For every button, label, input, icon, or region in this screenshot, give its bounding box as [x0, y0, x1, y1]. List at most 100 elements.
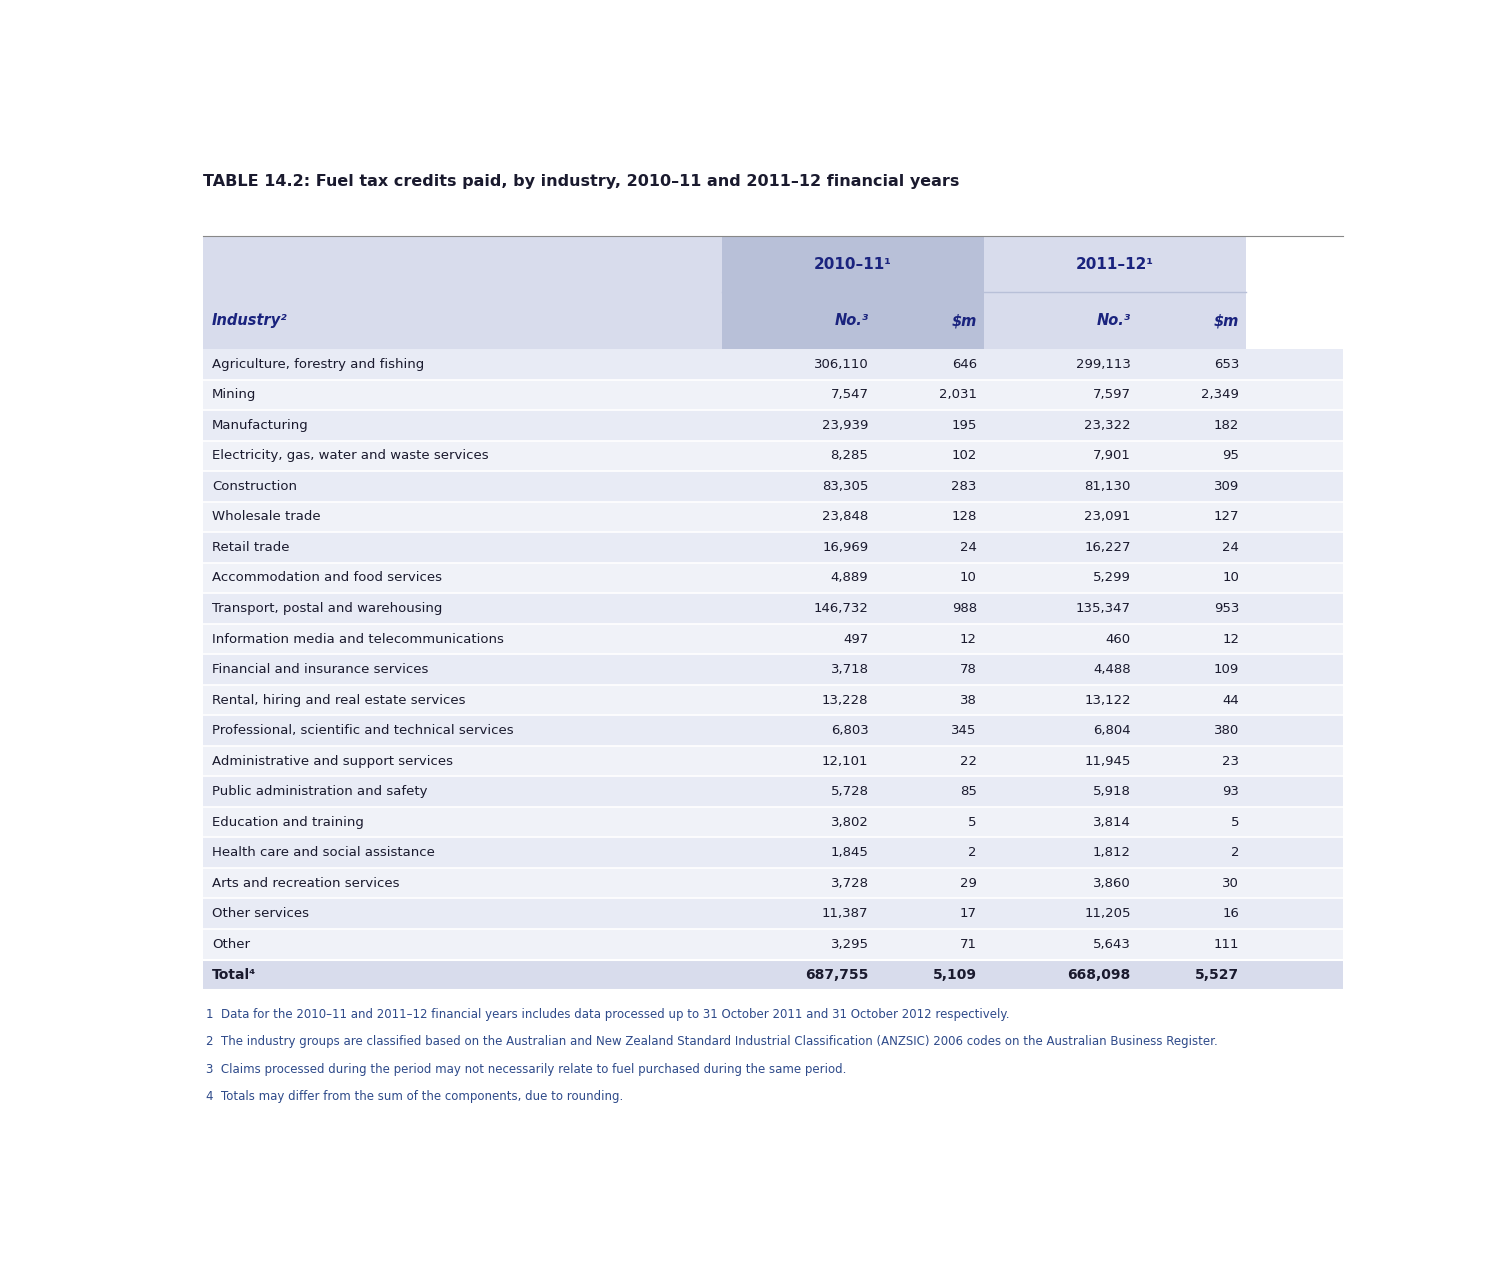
- Text: 127: 127: [1214, 510, 1240, 523]
- Text: TABLE 14.2: Fuel tax credits paid, by industry, 2010–11 and 2011–12 financial ye: TABLE 14.2: Fuel tax credits paid, by in…: [202, 174, 959, 190]
- Text: 11,945: 11,945: [1084, 754, 1131, 767]
- Text: Financial and insurance services: Financial and insurance services: [211, 663, 428, 675]
- Text: 13,228: 13,228: [822, 693, 869, 706]
- Text: 16,969: 16,969: [822, 541, 869, 553]
- Text: 988: 988: [952, 602, 977, 614]
- Text: 146,732: 146,732: [814, 602, 869, 614]
- Text: 23,939: 23,939: [822, 418, 869, 431]
- Text: 71: 71: [961, 937, 977, 950]
- Text: 4,889: 4,889: [831, 571, 869, 584]
- Text: 22: 22: [961, 754, 977, 767]
- Text: 78: 78: [961, 663, 977, 675]
- Bar: [202, 623, 1344, 654]
- Text: Public administration and safety: Public administration and safety: [211, 785, 427, 798]
- Text: 5,643: 5,643: [1093, 937, 1131, 950]
- Text: No.³: No.³: [834, 313, 869, 328]
- Text: 299,113: 299,113: [1077, 357, 1131, 370]
- Text: 4,488: 4,488: [1093, 663, 1131, 675]
- Text: 3,718: 3,718: [831, 663, 869, 675]
- Bar: [202, 776, 1344, 806]
- Text: 38: 38: [961, 693, 977, 706]
- Text: 6,803: 6,803: [831, 724, 869, 736]
- Text: 17: 17: [961, 907, 977, 920]
- Bar: [202, 235, 721, 349]
- Text: 3,802: 3,802: [831, 815, 869, 828]
- Text: 3,860: 3,860: [1093, 876, 1131, 889]
- Text: 7,597: 7,597: [1093, 388, 1131, 401]
- Bar: [202, 532, 1344, 562]
- Text: 85: 85: [961, 785, 977, 798]
- Text: 111: 111: [1214, 937, 1240, 950]
- Text: Health care and social assistance: Health care and social assistance: [211, 846, 434, 859]
- Text: 380: 380: [1214, 724, 1240, 736]
- Text: Transport, postal and warehousing: Transport, postal and warehousing: [211, 602, 442, 614]
- Text: Retail trade: Retail trade: [211, 541, 290, 553]
- Text: 12,101: 12,101: [822, 754, 869, 767]
- Text: 11,387: 11,387: [822, 907, 869, 920]
- Text: 5: 5: [1231, 815, 1240, 828]
- Text: 2: 2: [1231, 846, 1240, 859]
- Text: 5,527: 5,527: [1194, 968, 1240, 982]
- Text: Administrative and support services: Administrative and support services: [211, 754, 452, 767]
- Text: 11,205: 11,205: [1084, 907, 1131, 920]
- Text: 23,848: 23,848: [822, 510, 869, 523]
- Text: 668,098: 668,098: [1068, 968, 1131, 982]
- Text: 13,122: 13,122: [1084, 693, 1131, 706]
- Text: 2: 2: [968, 846, 977, 859]
- Text: Other services: Other services: [211, 907, 309, 920]
- Bar: [202, 715, 1344, 745]
- Text: 687,755: 687,755: [805, 968, 869, 982]
- Text: 24: 24: [961, 541, 977, 553]
- Text: 81,130: 81,130: [1084, 480, 1131, 492]
- Bar: [202, 349, 1344, 379]
- Bar: [983, 235, 1246, 349]
- Text: Agriculture, forestry and fishing: Agriculture, forestry and fishing: [211, 357, 424, 370]
- Text: 182: 182: [1214, 418, 1240, 431]
- Text: 5,918: 5,918: [1093, 785, 1131, 798]
- Text: 2,031: 2,031: [939, 388, 977, 401]
- Text: 460: 460: [1105, 632, 1131, 645]
- Text: 10: 10: [961, 571, 977, 584]
- Text: 345: 345: [952, 724, 977, 736]
- Text: 309: 309: [1214, 480, 1240, 492]
- Text: 135,347: 135,347: [1075, 602, 1131, 614]
- Text: Total⁴: Total⁴: [211, 968, 256, 982]
- Text: 16: 16: [1223, 907, 1240, 920]
- Text: 497: 497: [843, 632, 869, 645]
- Text: Professional, scientific and technical services: Professional, scientific and technical s…: [211, 724, 514, 736]
- Bar: [202, 593, 1344, 623]
- Bar: [202, 562, 1344, 593]
- Text: Education and training: Education and training: [211, 815, 363, 828]
- Text: 1  Data for the 2010–11 and 2011–12 financial years includes data processed up t: 1 Data for the 2010–11 and 2011–12 finan…: [207, 1007, 1009, 1020]
- Bar: [202, 471, 1344, 501]
- Text: 44: 44: [1223, 693, 1240, 706]
- Bar: [202, 806, 1344, 837]
- Text: 95: 95: [1223, 449, 1240, 462]
- Text: 953: 953: [1214, 602, 1240, 614]
- Text: 29: 29: [961, 876, 977, 889]
- Text: 3,728: 3,728: [831, 876, 869, 889]
- Text: 30: 30: [1223, 876, 1240, 889]
- Text: 646: 646: [952, 357, 977, 370]
- Bar: [202, 837, 1344, 868]
- Text: 3  Claims processed during the period may not necessarily relate to fuel purchas: 3 Claims processed during the period may…: [207, 1062, 846, 1076]
- Text: Information media and telecommunications: Information media and telecommunications: [211, 632, 504, 645]
- Bar: [202, 959, 1344, 990]
- Text: $m: $m: [1214, 313, 1240, 328]
- Text: 5,109: 5,109: [933, 968, 977, 982]
- Text: 2010–11¹: 2010–11¹: [814, 257, 891, 272]
- Text: 12: 12: [1221, 632, 1240, 645]
- Text: 12: 12: [961, 632, 977, 645]
- Bar: [202, 410, 1344, 440]
- Text: $m: $m: [952, 313, 977, 328]
- Text: 2,349: 2,349: [1202, 388, 1240, 401]
- Text: 10: 10: [1223, 571, 1240, 584]
- Bar: [721, 235, 983, 349]
- Text: 23: 23: [1221, 754, 1240, 767]
- Text: 195: 195: [952, 418, 977, 431]
- Text: 3,814: 3,814: [1093, 815, 1131, 828]
- Text: 7,547: 7,547: [831, 388, 869, 401]
- Bar: [202, 501, 1344, 532]
- Text: 5,299: 5,299: [1093, 571, 1131, 584]
- Text: Construction: Construction: [211, 480, 297, 492]
